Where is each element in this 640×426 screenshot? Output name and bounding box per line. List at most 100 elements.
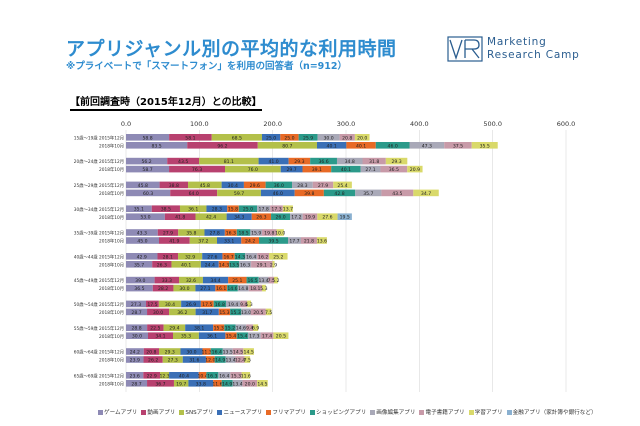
data-label: 42.9 bbox=[137, 254, 147, 260]
data-label: 28.3 bbox=[297, 183, 307, 189]
data-label: 56.2 bbox=[141, 159, 151, 165]
category-label: 2018年10月 bbox=[99, 333, 124, 340]
bar-segment bbox=[213, 380, 222, 387]
data-label: 33.1 bbox=[224, 239, 234, 245]
data-label: 80.7 bbox=[282, 143, 292, 149]
bar-segment bbox=[178, 229, 205, 236]
data-label: 14.5 bbox=[244, 350, 254, 356]
data-label: 31.8 bbox=[369, 159, 379, 165]
bar-segment bbox=[217, 237, 242, 244]
bar-segment bbox=[224, 324, 236, 331]
bar-segment bbox=[126, 157, 168, 165]
bar-segment bbox=[126, 205, 152, 212]
bar-segment bbox=[380, 165, 408, 173]
bar-segment bbox=[265, 181, 293, 189]
data-label: 14.6 bbox=[236, 326, 246, 332]
legend-swatch bbox=[217, 409, 223, 415]
data-label: 27.1 bbox=[365, 167, 375, 173]
bar-segment bbox=[268, 276, 274, 284]
bar-segment bbox=[159, 237, 190, 244]
data-label: 30.0 bbox=[324, 135, 334, 141]
bar-segment bbox=[246, 324, 254, 331]
data-label: 30.4 bbox=[165, 302, 175, 308]
bar-segment bbox=[169, 308, 196, 316]
bar-segment bbox=[253, 324, 259, 331]
bar-segment bbox=[235, 356, 245, 363]
bar-segment bbox=[202, 276, 229, 284]
data-label: 36.0 bbox=[274, 183, 284, 189]
data-label: 13.5 bbox=[223, 350, 233, 356]
data-label: 34.3 bbox=[234, 215, 244, 221]
x-tick-label: 100.0 bbox=[190, 120, 209, 128]
data-label: 16.4 bbox=[219, 373, 229, 379]
bar-segment bbox=[247, 300, 252, 308]
legend-label: SNSアプリ bbox=[185, 410, 214, 416]
legend-item: 金融アプリ（家計簿や銀行など） bbox=[506, 408, 597, 416]
bar-segment bbox=[238, 205, 258, 212]
category-label: 2018年10月 bbox=[99, 285, 124, 292]
category-label: 2018年10月 bbox=[99, 142, 124, 149]
bar-segment bbox=[251, 213, 272, 220]
data-label: 45.8 bbox=[138, 183, 148, 189]
data-label: 40.1 bbox=[341, 167, 351, 173]
bar-segment bbox=[260, 189, 295, 197]
bar-segment bbox=[236, 332, 248, 339]
bar-segment bbox=[198, 372, 207, 379]
x-tick-label: 600.0 bbox=[557, 120, 576, 128]
bar-segment bbox=[143, 348, 159, 355]
legend-swatch bbox=[141, 409, 147, 415]
data-label: 16.3 bbox=[226, 231, 236, 237]
bar-segment bbox=[162, 356, 183, 363]
category-label: 2018年10月 bbox=[99, 357, 124, 364]
bar-segment bbox=[218, 308, 231, 316]
data-label: 15.2 bbox=[225, 326, 235, 332]
bar-segment bbox=[227, 284, 238, 292]
data-label: 13.4 bbox=[258, 278, 268, 284]
data-label: 15.3 bbox=[219, 310, 229, 316]
bar-segment bbox=[218, 372, 231, 379]
bar-segment bbox=[157, 253, 179, 260]
data-label: 26.3 bbox=[256, 215, 266, 221]
data-label: 33.8 bbox=[196, 381, 206, 387]
data-label: 12.0 bbox=[205, 358, 215, 364]
bar-segment bbox=[147, 380, 174, 387]
data-label: 25.4 bbox=[337, 183, 347, 189]
bar-segment bbox=[182, 356, 206, 363]
x-tick-label: 300.0 bbox=[337, 120, 356, 128]
data-label: 27.9 bbox=[318, 183, 328, 189]
bar-segment bbox=[152, 284, 174, 292]
data-label: 13.0 bbox=[241, 310, 251, 316]
data-label: 28.3 bbox=[212, 207, 222, 213]
legend-label: 金融アプリ（家計簿や銀行など） bbox=[512, 410, 597, 416]
data-label: 20.9 bbox=[410, 167, 420, 173]
bar-segment bbox=[241, 372, 251, 379]
bar-segment bbox=[200, 300, 214, 308]
bar-segment bbox=[148, 332, 174, 339]
brand-logo: Marketing Research Camp bbox=[447, 36, 591, 62]
x-tick-label: 500.0 bbox=[483, 120, 502, 128]
bar-segment bbox=[126, 253, 158, 260]
data-label: 26.2 bbox=[148, 358, 158, 364]
data-label: 16.3 bbox=[207, 373, 217, 379]
bar-segment bbox=[157, 229, 179, 236]
data-label: 60.3 bbox=[143, 191, 153, 197]
data-label: 31.6 bbox=[189, 358, 199, 364]
data-label: 20.8 bbox=[342, 135, 352, 141]
legend-swatch bbox=[309, 409, 315, 415]
bar-segment bbox=[160, 372, 170, 379]
bar-segment bbox=[316, 237, 327, 244]
legend-item: 動画アプリ bbox=[141, 408, 175, 416]
data-label: 14.6 bbox=[227, 286, 237, 292]
bar-segment bbox=[375, 142, 410, 149]
data-label: 28.8 bbox=[131, 326, 141, 332]
data-label: 58.1 bbox=[185, 135, 195, 141]
bar-segment bbox=[211, 134, 262, 141]
data-label: 6.9 bbox=[252, 326, 259, 332]
bar-segment bbox=[316, 142, 347, 149]
data-label: 24.2 bbox=[245, 239, 255, 245]
chart-legend: ゲームアプリ 動画アプリ SNSアプリ ニュースアプリ フリマアプリ ショッピングアプリ 画… bbox=[98, 408, 597, 416]
bar-segment bbox=[243, 348, 254, 355]
data-label: 13.4 bbox=[225, 358, 235, 364]
bar-segment bbox=[180, 348, 203, 355]
bar-segment bbox=[265, 308, 272, 316]
